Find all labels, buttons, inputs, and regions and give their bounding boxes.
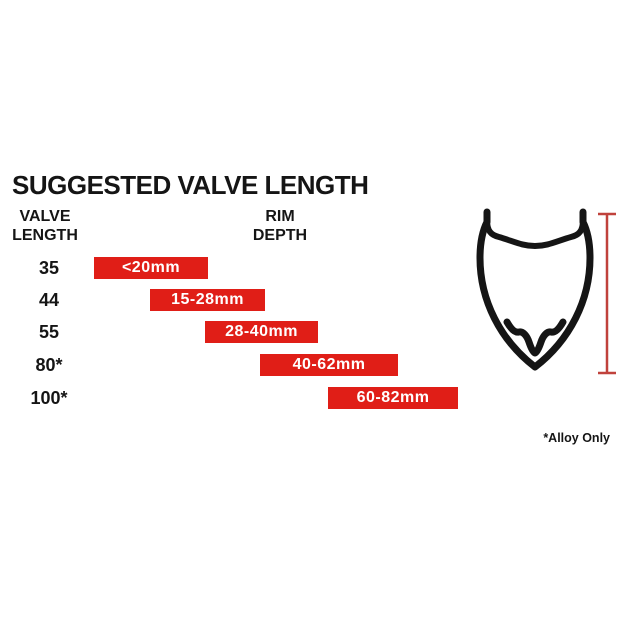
- column-header-valve-line1: VALVE: [19, 208, 71, 225]
- rim-depth-range-label: <20mm: [121, 259, 181, 276]
- rim-cross-section-diagram: [476, 208, 616, 375]
- table-row: 55 28-40mm: [0, 321, 620, 343]
- footnote-alloy-only: *Alloy Only: [543, 431, 610, 445]
- column-header-rim-depth: RIM DEPTH: [238, 207, 322, 245]
- valve-length-value: 55: [38, 322, 60, 342]
- page-title: SUGGESTED VALVE LENGTH: [12, 170, 369, 200]
- rim-bed-outline: [484, 217, 586, 249]
- table-row: 100* 60-82mm: [0, 387, 620, 409]
- rim-depth-range-label: 15-28mm: [171, 291, 244, 308]
- valve-length-value: 44: [38, 290, 60, 310]
- table-row: 44 15-28mm: [0, 289, 620, 311]
- column-header-valve-length: VALVE LENGTH: [3, 207, 87, 245]
- rim-depth-bar: 15-28mm: [150, 289, 265, 311]
- rim-depth-bar: 28-40mm: [205, 321, 318, 343]
- rim-depth-range-label: 60-82mm: [356, 389, 430, 406]
- rim-depth-range-label: 28-40mm: [225, 323, 298, 340]
- rim-depth-bar: 60-82mm: [328, 387, 458, 409]
- valve-length-value: 100*: [30, 388, 68, 408]
- valve-length-value: 35: [38, 258, 60, 278]
- column-header-rim-line1: RIM: [265, 208, 295, 225]
- rim-outer-wall-outline: [476, 208, 594, 371]
- rim-depth-bar: <20mm: [94, 257, 208, 279]
- rim-depth-bar: 40-62mm: [260, 354, 398, 376]
- column-header-rim-line2: DEPTH: [252, 227, 308, 244]
- rim-depth-range-label: 40-62mm: [292, 356, 366, 373]
- valve-length-value: 80*: [35, 355, 63, 375]
- rim-inner-bottom-outline: [503, 318, 567, 357]
- column-header-valve-line2: LENGTH: [12, 227, 78, 244]
- table-row: 80* 40-62mm: [0, 354, 620, 376]
- table-row: 35 <20mm: [0, 257, 620, 279]
